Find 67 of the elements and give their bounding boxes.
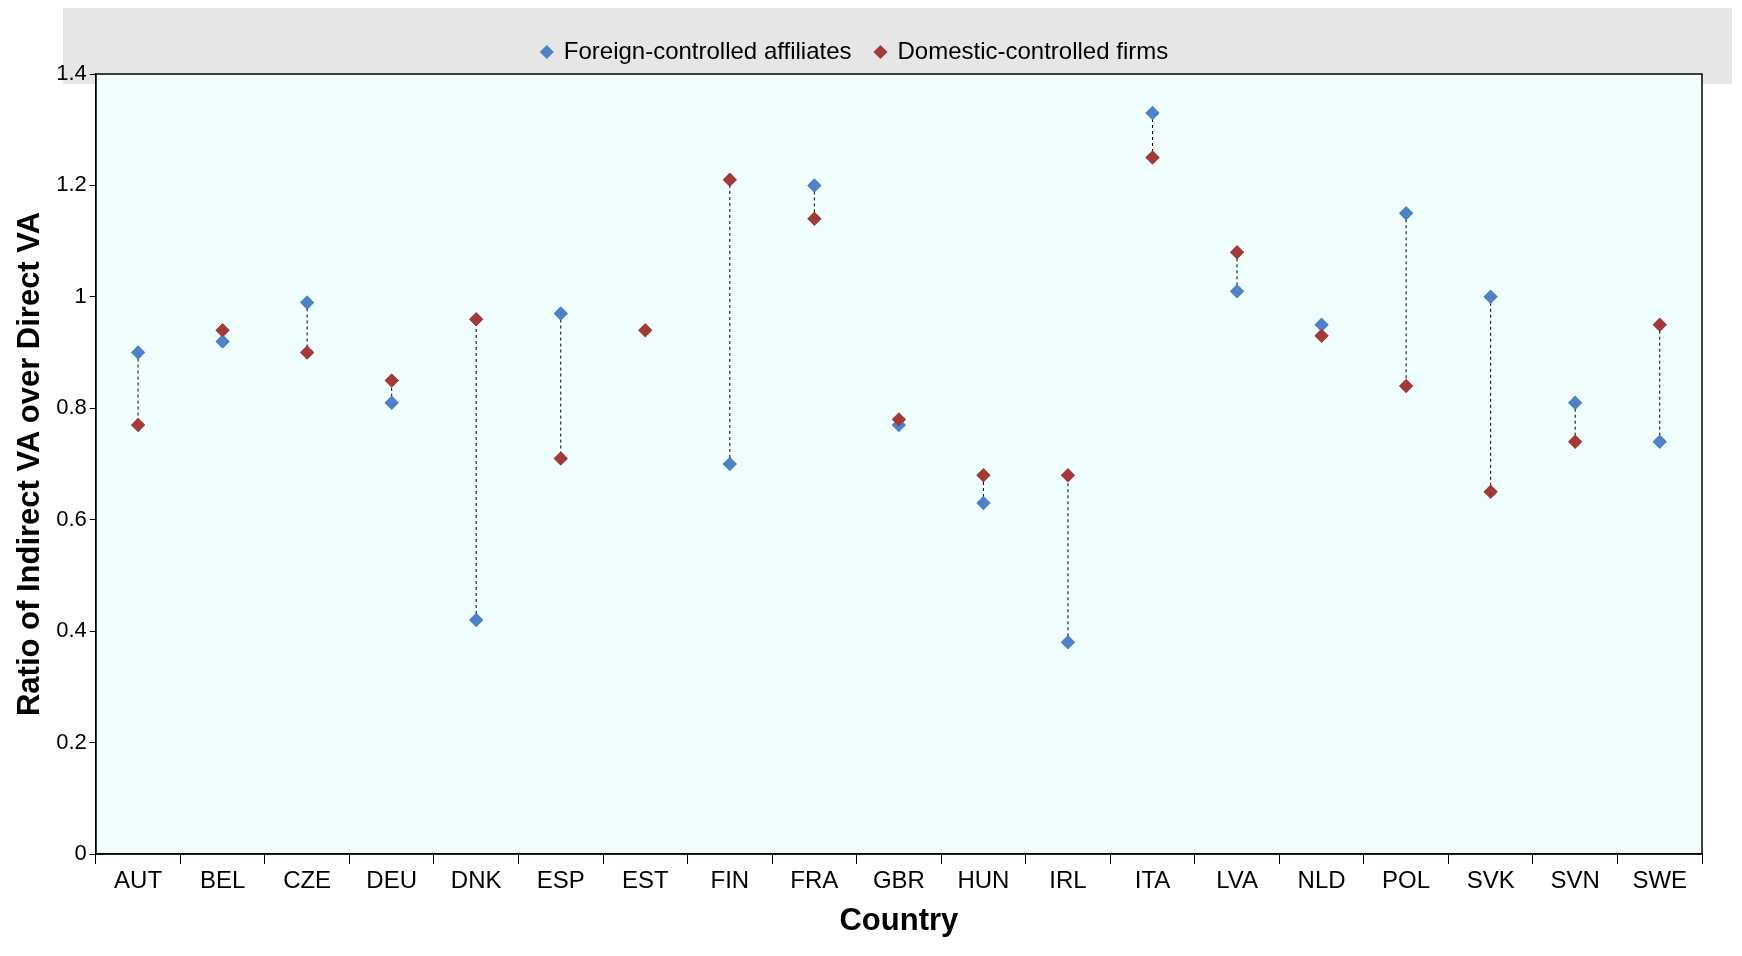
- legend-label: Foreign-controlled affiliates: [563, 36, 852, 64]
- y-tick-label: 0.8: [56, 394, 87, 420]
- x-tick-label: NLD: [1297, 866, 1346, 894]
- y-tick-label: 0.2: [56, 728, 87, 754]
- point: [1060, 635, 1075, 650]
- point: [891, 412, 906, 427]
- point: [807, 211, 822, 226]
- point: [384, 373, 399, 388]
- x-tick-label: LVA: [1216, 866, 1258, 894]
- y-tick-label: 0: [74, 840, 87, 866]
- point: [469, 312, 484, 327]
- point: [976, 496, 991, 510]
- point: [638, 323, 653, 338]
- y-axis-title: Ratio of Indirect VA over Direct VA: [11, 211, 47, 717]
- x-tick-label: FRA: [790, 866, 839, 894]
- point: [300, 345, 315, 360]
- point: [131, 345, 146, 360]
- x-tick-label: FIN: [710, 866, 750, 894]
- point: [1652, 434, 1667, 449]
- y-tick-label: 1.4: [56, 60, 87, 86]
- point: [722, 172, 737, 187]
- point: [1314, 328, 1329, 343]
- point: [1145, 150, 1160, 165]
- point: [1060, 468, 1075, 483]
- point: [1652, 317, 1667, 332]
- point: [215, 323, 230, 338]
- x-tick-label: SVK: [1466, 866, 1515, 894]
- point: [553, 451, 568, 466]
- x-tick-label: SWE: [1632, 866, 1688, 894]
- x-tick-label: GBR: [872, 866, 925, 894]
- point: [215, 334, 230, 349]
- x-axis-title: Country: [839, 901, 960, 937]
- point: [1399, 206, 1414, 221]
- point: [131, 418, 146, 432]
- x-tick-label: HUN: [957, 866, 1010, 894]
- point: [1230, 284, 1245, 299]
- x-tick-label: CZE: [283, 866, 332, 894]
- x-tick-label: BEL: [199, 866, 246, 894]
- point: [722, 457, 737, 471]
- x-tick-label: SVN: [1550, 866, 1600, 894]
- x-tick-label: DEU: [366, 866, 417, 894]
- point: [1399, 379, 1414, 393]
- point: [1145, 106, 1160, 120]
- y-tick-label: 0.4: [56, 617, 87, 643]
- point: [384, 395, 399, 410]
- point: [976, 468, 991, 483]
- x-tick-label: ITA: [1134, 866, 1171, 894]
- x-tick-label: POL: [1382, 866, 1431, 894]
- point: [1568, 434, 1583, 449]
- x-tick-label: IRL: [1049, 866, 1087, 894]
- y-tick-label: 1: [74, 282, 87, 308]
- point: [469, 613, 484, 627]
- point: [553, 306, 568, 321]
- legend-label: Domestic-controlled firms: [897, 36, 1169, 64]
- x-tick-label: ESP: [536, 866, 585, 894]
- point: [1230, 245, 1245, 260]
- point: [807, 178, 822, 193]
- x-tick-label: AUT: [114, 866, 163, 894]
- point: [300, 295, 315, 310]
- point: [1568, 395, 1583, 410]
- point: [1483, 289, 1498, 304]
- point: [1483, 484, 1498, 499]
- x-tick-label: DNK: [450, 866, 502, 894]
- y-tick-label: 0.6: [56, 505, 87, 531]
- y-tick-label: 1.2: [56, 171, 87, 197]
- point: [1314, 317, 1329, 332]
- x-tick-label: EST: [621, 866, 669, 894]
